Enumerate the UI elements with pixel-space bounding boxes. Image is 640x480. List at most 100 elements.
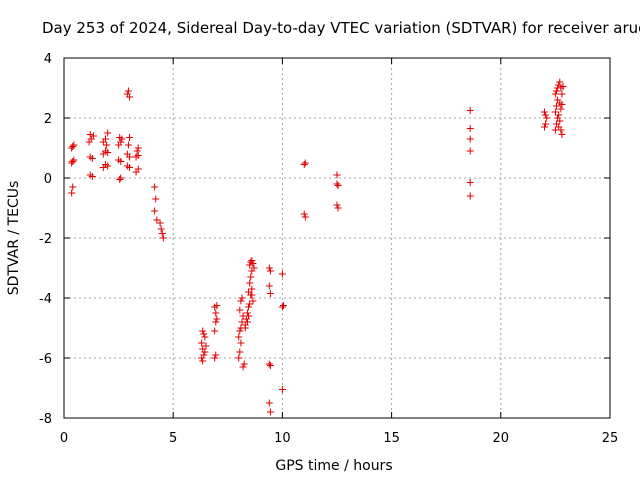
x-tick-label: 10 bbox=[274, 431, 291, 446]
data-point bbox=[246, 261, 254, 269]
data-point bbox=[240, 360, 248, 368]
data-point bbox=[126, 164, 134, 171]
data-point bbox=[238, 294, 246, 302]
data-point bbox=[334, 182, 342, 189]
data-point bbox=[552, 102, 560, 110]
data-point bbox=[159, 234, 167, 242]
data-point bbox=[278, 386, 286, 393]
data-point bbox=[266, 290, 274, 297]
data-point bbox=[236, 348, 244, 356]
y-tick-label: -2 bbox=[39, 232, 52, 247]
data-point bbox=[199, 357, 207, 365]
data-point bbox=[158, 230, 166, 237]
data-point bbox=[124, 87, 132, 95]
data-point bbox=[558, 131, 566, 138]
data-point bbox=[151, 207, 159, 215]
data-point bbox=[245, 288, 253, 296]
data-point bbox=[124, 141, 132, 149]
data-point bbox=[247, 273, 255, 281]
data-point bbox=[157, 225, 165, 233]
data-point bbox=[86, 131, 94, 138]
data-point bbox=[245, 312, 253, 320]
data-point bbox=[126, 93, 134, 101]
y-tick-label: -6 bbox=[39, 352, 52, 367]
data-point bbox=[198, 339, 206, 347]
data-point bbox=[89, 132, 97, 140]
data-point bbox=[279, 302, 287, 309]
axis-ticks: 0 5 10 15 20 25 -8 -6 -4 -2 0 2 4 bbox=[39, 52, 618, 446]
data-point bbox=[202, 342, 210, 350]
data-point bbox=[556, 78, 564, 86]
data-point bbox=[243, 318, 251, 326]
data-point bbox=[68, 189, 76, 197]
data-point bbox=[543, 114, 551, 122]
data-point bbox=[558, 101, 566, 108]
data-point bbox=[235, 333, 243, 341]
data-point bbox=[126, 134, 134, 141]
data-point bbox=[466, 147, 474, 155]
data-point bbox=[246, 300, 254, 308]
y-axis-label: SDTVAR / TECUs bbox=[6, 181, 22, 296]
data-point bbox=[333, 201, 341, 209]
data-point bbox=[153, 216, 161, 224]
data-point bbox=[559, 83, 567, 90]
data-point bbox=[134, 144, 142, 152]
data-point bbox=[466, 135, 474, 143]
data-point bbox=[211, 354, 219, 362]
x-tick-label: 25 bbox=[602, 431, 619, 446]
data-point bbox=[466, 192, 474, 200]
data-point bbox=[249, 297, 257, 305]
data-point bbox=[555, 123, 563, 131]
data-point bbox=[558, 90, 566, 98]
data-point bbox=[243, 309, 251, 317]
data-point bbox=[88, 155, 96, 162]
data-point bbox=[301, 213, 309, 221]
data-point bbox=[300, 210, 308, 218]
x-axis-label: GPS time / hours bbox=[275, 458, 392, 474]
data-point bbox=[200, 351, 208, 359]
data-point bbox=[466, 107, 474, 114]
y-tick-label: 0 bbox=[44, 172, 52, 187]
data-point bbox=[69, 158, 77, 165]
data-point bbox=[278, 303, 286, 311]
data-point bbox=[213, 302, 221, 309]
data-point bbox=[542, 120, 550, 128]
data-point bbox=[236, 306, 244, 314]
data-point bbox=[117, 174, 125, 182]
data-point bbox=[551, 108, 559, 116]
x-tick-label: 15 bbox=[383, 431, 400, 446]
data-point bbox=[333, 180, 341, 188]
data-point bbox=[104, 162, 112, 170]
data-point bbox=[237, 297, 245, 305]
data-point bbox=[70, 141, 78, 149]
data-point bbox=[334, 204, 342, 212]
data-point bbox=[266, 267, 274, 275]
data-point bbox=[211, 327, 219, 335]
data-point bbox=[265, 264, 273, 272]
y-tick-label: 2 bbox=[44, 112, 52, 127]
x-tick-label: 5 bbox=[169, 431, 177, 446]
data-point bbox=[250, 264, 258, 272]
data-point bbox=[266, 408, 274, 416]
data-point bbox=[248, 257, 256, 264]
data-point bbox=[201, 333, 209, 341]
y-tick-label: -8 bbox=[39, 412, 52, 427]
data-point bbox=[235, 354, 243, 362]
data-point bbox=[265, 360, 273, 368]
data-point bbox=[236, 327, 244, 335]
data-point bbox=[103, 141, 111, 149]
data-point bbox=[557, 105, 565, 113]
data-point bbox=[551, 90, 559, 98]
data-point bbox=[151, 183, 159, 191]
data-point bbox=[333, 171, 341, 179]
chart-title: Day 253 of 2024, Sidereal Day-to-day VTE… bbox=[42, 19, 640, 37]
data-points bbox=[68, 78, 567, 416]
data-point bbox=[117, 158, 125, 165]
data-point bbox=[116, 176, 124, 183]
x-tick-label: 0 bbox=[60, 431, 68, 446]
data-point bbox=[200, 330, 208, 338]
data-point bbox=[212, 318, 220, 326]
data-point bbox=[70, 156, 78, 164]
data-point bbox=[540, 123, 548, 131]
